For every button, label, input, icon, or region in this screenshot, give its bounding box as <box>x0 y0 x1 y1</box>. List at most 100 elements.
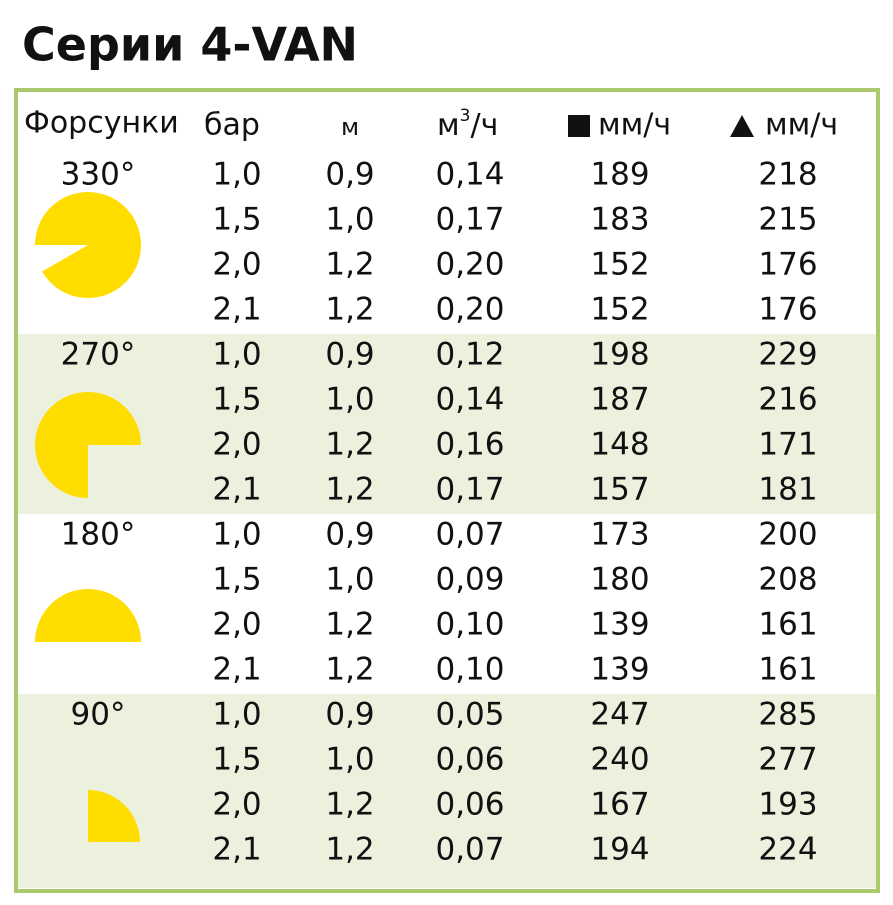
cell: 1,0 <box>325 382 374 418</box>
cell: 176 <box>758 292 817 328</box>
cell: 1,2 <box>325 652 374 688</box>
cell: 180 <box>590 562 649 598</box>
cell: 0,10 <box>435 607 504 643</box>
cell: 1,0 <box>212 157 261 193</box>
cell: 194 <box>590 832 649 868</box>
angle-label: 270° <box>61 337 136 373</box>
angle-label: 180° <box>61 517 136 553</box>
group-band <box>18 334 876 514</box>
cell: 171 <box>758 427 817 463</box>
header-flow-tail: /ч <box>470 108 498 143</box>
square-icon <box>568 115 590 137</box>
cell: 240 <box>590 742 649 778</box>
cell: 189 <box>590 157 649 193</box>
cell: 0,14 <box>435 382 504 418</box>
cell: 0,07 <box>435 517 504 553</box>
cell: 0,14 <box>435 157 504 193</box>
cell: 285 <box>758 697 817 733</box>
cell: 218 <box>758 157 817 193</box>
cell: 139 <box>590 607 649 643</box>
cell: 161 <box>758 652 817 688</box>
cell: 161 <box>758 607 817 643</box>
cell: 173 <box>590 517 649 553</box>
header-nozzles: Форсунки <box>24 106 179 141</box>
cell: 1,5 <box>212 742 261 778</box>
cell: 229 <box>758 337 817 373</box>
header-flow-sup: 3 <box>460 106 471 126</box>
triangle-icon <box>730 115 754 137</box>
cell: 1,0 <box>325 562 374 598</box>
cell: 1,0 <box>325 202 374 238</box>
cell: 1,2 <box>325 787 374 823</box>
cell: 2,1 <box>212 472 261 508</box>
cell: 148 <box>590 427 649 463</box>
angle-label: 330° <box>61 157 136 193</box>
header-triangle-rate: мм/ч <box>765 108 838 143</box>
angle-label: 90° <box>71 697 126 733</box>
cell: 2,0 <box>212 787 261 823</box>
cell: 193 <box>758 787 817 823</box>
cell: 198 <box>590 337 649 373</box>
cell: 0,10 <box>435 652 504 688</box>
cell: 215 <box>758 202 817 238</box>
spray-90 <box>88 790 140 842</box>
cell: 1,2 <box>325 607 374 643</box>
cell: 0,05 <box>435 697 504 733</box>
cell: 167 <box>590 787 649 823</box>
cell: 1,0 <box>212 697 261 733</box>
cell: 1,2 <box>325 247 374 283</box>
cell: 1,0 <box>325 742 374 778</box>
cell: 0,20 <box>435 247 504 283</box>
cell: 2,0 <box>212 607 261 643</box>
cell: 152 <box>590 247 649 283</box>
cell: 0,06 <box>435 787 504 823</box>
cell: 0,06 <box>435 742 504 778</box>
title: Серии 4-VAN <box>22 18 358 72</box>
spray-270 <box>35 392 141 498</box>
cell: 181 <box>758 472 817 508</box>
cell: 187 <box>590 382 649 418</box>
header-radius: м <box>341 113 359 141</box>
cell: 0,9 <box>325 337 374 373</box>
cell: 0,17 <box>435 472 504 508</box>
cell: 0,9 <box>325 697 374 733</box>
cell: 0,16 <box>435 427 504 463</box>
cell: 0,9 <box>325 517 374 553</box>
cell: 2,1 <box>212 292 261 328</box>
cell: 176 <box>758 247 817 283</box>
cell: 183 <box>590 202 649 238</box>
cell: 208 <box>758 562 817 598</box>
cell: 0,20 <box>435 292 504 328</box>
cell: 1,5 <box>212 202 261 238</box>
cell: 1,5 <box>212 382 261 418</box>
cell: 1,0 <box>212 517 261 553</box>
cell: 0,12 <box>435 337 504 373</box>
cell: 216 <box>758 382 817 418</box>
header-flow: м3/ч <box>437 106 498 143</box>
cell: 1,0 <box>212 337 261 373</box>
cell: 2,0 <box>212 427 261 463</box>
cell: 1,5 <box>212 562 261 598</box>
cell: 0,07 <box>435 832 504 868</box>
cell: 0,09 <box>435 562 504 598</box>
group-band <box>18 514 876 694</box>
header-square-rate: мм/ч <box>598 108 671 143</box>
cell: 1,2 <box>325 472 374 508</box>
spray-330 <box>35 192 141 299</box>
group-band <box>18 694 876 888</box>
cell: 0,9 <box>325 157 374 193</box>
cell: 1,2 <box>325 427 374 463</box>
cell: 277 <box>758 742 817 778</box>
cell: 247 <box>590 697 649 733</box>
header-pressure: бар <box>204 108 260 143</box>
cell: 200 <box>758 517 817 553</box>
group-band <box>18 154 876 334</box>
header-flow-base: м <box>437 108 460 143</box>
cell: 2,1 <box>212 652 261 688</box>
cell: 139 <box>590 652 649 688</box>
cell: 1,2 <box>325 292 374 328</box>
spray-180 <box>35 589 141 642</box>
cell: 224 <box>758 832 817 868</box>
cell: 2,1 <box>212 832 261 868</box>
